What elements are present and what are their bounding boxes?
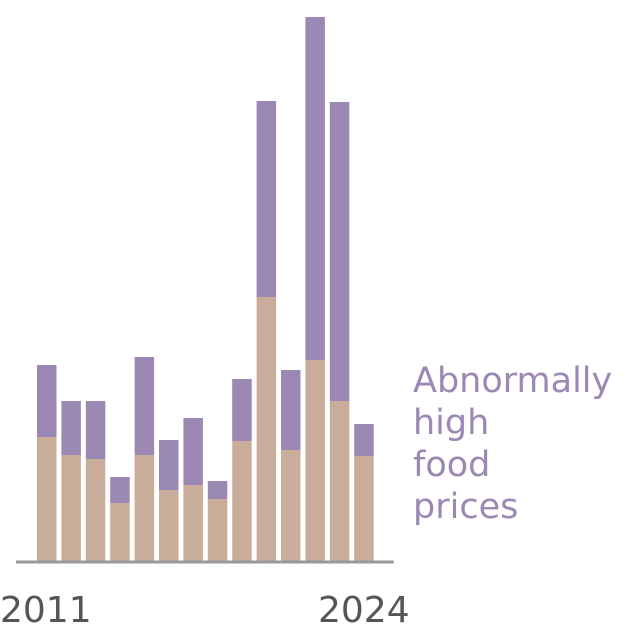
bar-2021-segment-2 <box>281 370 301 450</box>
annotation-line-3: food <box>413 445 490 485</box>
bar-2018-segment-2 <box>207 481 228 499</box>
series-annotation-label: Abnormally high food prices <box>413 361 623 527</box>
bar-2014-segment-1 <box>110 503 130 561</box>
bar-2022-segment-2 <box>305 17 325 360</box>
annotation-line-4: prices <box>413 487 518 527</box>
bar-2013-segment-1 <box>85 459 106 561</box>
bar-2013-segment-2 <box>85 401 106 459</box>
bar-2019-segment-2 <box>232 379 252 441</box>
bar-2016-segment-1 <box>159 490 179 561</box>
x-tick-label-first: 2011 <box>0 590 92 631</box>
bar-2023-segment-1 <box>329 401 350 561</box>
bar-2022-segment-1 <box>305 360 325 561</box>
bar-2011-segment-2 <box>37 365 57 437</box>
bar-2020-segment-2 <box>256 101 277 297</box>
bar-2021-segment-1 <box>281 450 301 561</box>
annotation-line-2: high <box>413 403 489 443</box>
bar-2024-segment-1 <box>354 456 374 561</box>
bar-2016-segment-2 <box>159 440 179 490</box>
bar-2015-segment-1 <box>134 455 155 561</box>
bar-2023-segment-2 <box>329 102 350 401</box>
bar-2011-segment-1 <box>37 437 57 561</box>
bar-2024-segment-2 <box>354 424 374 456</box>
bar-2015-segment-2 <box>134 357 155 455</box>
bar-2012-segment-2 <box>61 401 81 455</box>
bar-2017-segment-1 <box>183 485 203 561</box>
x-tick-label-last: 2024 <box>318 590 410 631</box>
bar-2020-segment-1 <box>256 297 277 561</box>
bar-2019-segment-1 <box>232 441 252 561</box>
bar-2018-segment-1 <box>207 499 228 561</box>
bar-2017-segment-2 <box>183 418 203 485</box>
bar-2012-segment-1 <box>61 455 81 561</box>
bar-2014-segment-2 <box>110 477 130 503</box>
annotation-line-1: Abnormally <box>413 361 612 401</box>
bars-group <box>37 17 374 561</box>
